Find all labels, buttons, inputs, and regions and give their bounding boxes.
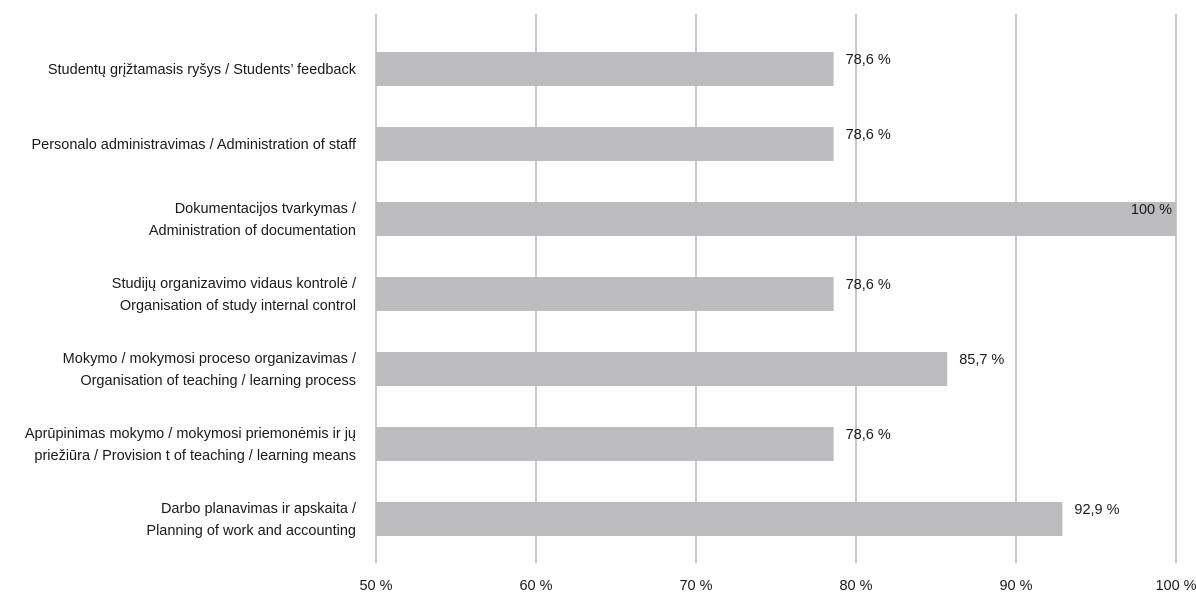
- x-tick-label: 50 %: [359, 578, 392, 594]
- category-label: Dokumentacijos tvarkymas /: [175, 201, 357, 217]
- bar: [376, 127, 834, 161]
- value-label: 100 %: [1131, 202, 1172, 218]
- value-label: 78,6 %: [846, 277, 891, 293]
- category-label: Planning of work and accounting: [146, 523, 356, 539]
- bar: [376, 52, 834, 86]
- bar: [376, 202, 1176, 236]
- x-tick-label: 100 %: [1155, 578, 1196, 594]
- value-label: 78,6 %: [846, 52, 891, 68]
- category-labels: Studentų grįžtamasis ryšys / Students’ f…: [25, 62, 357, 539]
- value-label: 78,6 %: [846, 127, 891, 143]
- x-tick-label: 70 %: [679, 578, 712, 594]
- category-label: priežiūra / Provision t of teaching / le…: [34, 448, 356, 464]
- value-label: 92,9 %: [1074, 502, 1119, 518]
- value-label: 78,6 %: [846, 427, 891, 443]
- category-label: Studijų organizavimo vidaus kontrolė /: [112, 276, 357, 292]
- value-label: 85,7 %: [959, 352, 1004, 368]
- value-labels: 78,6 % 78,6 % 100 % 78,6 % 85,7 % 78,6 % 92,9 …: [846, 52, 1172, 518]
- bar: [376, 352, 948, 386]
- x-axis-tick-labels: 50 % 60 % 70 % 80 % 90 % 100 %: [359, 578, 1196, 594]
- bar: [376, 277, 834, 311]
- category-label: Aprūpinimas mokymo / mokymosi priemonėmi…: [25, 426, 356, 442]
- category-label: Administration of documentation: [149, 223, 356, 239]
- category-label: Personalo administravimas / Administrati…: [31, 137, 356, 153]
- bar: [376, 427, 834, 461]
- x-tick-label: 80 %: [839, 578, 872, 594]
- bar: [376, 502, 1063, 536]
- x-tick-label: 60 %: [519, 578, 552, 594]
- category-label: Darbo planavimas ir apskaita /: [161, 501, 357, 517]
- category-label: Studentų grįžtamasis ryšys / Students’ f…: [48, 62, 357, 78]
- bars: [376, 52, 1176, 536]
- category-label: Organisation of teaching / learning proc…: [80, 373, 356, 389]
- category-label: Mokymo / mokymosi proceso organizavimas …: [63, 351, 357, 367]
- x-tick-label: 90 %: [999, 578, 1032, 594]
- category-label: Organisation of study internal control: [120, 298, 356, 314]
